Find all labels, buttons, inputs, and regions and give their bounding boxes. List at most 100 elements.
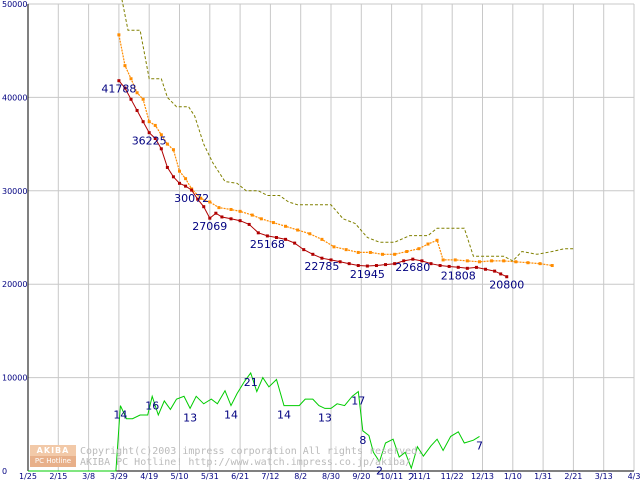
data-point xyxy=(271,221,275,225)
x-tick-label: 3/8 xyxy=(82,472,95,480)
count-data-label: 13 xyxy=(318,411,332,424)
data-point xyxy=(447,264,451,268)
count-data-label: 17 xyxy=(351,395,365,408)
data-point xyxy=(274,236,278,239)
data-point xyxy=(402,259,406,263)
data-point xyxy=(505,275,509,279)
data-point xyxy=(514,260,518,264)
count-data-label: 7 xyxy=(476,439,483,452)
data-point xyxy=(474,265,478,269)
data-point xyxy=(238,209,242,213)
y-tick-label: 30000 xyxy=(2,187,27,196)
data-point xyxy=(393,262,397,266)
data-point xyxy=(435,238,439,242)
data-point xyxy=(526,261,530,265)
data-point xyxy=(117,79,121,83)
count-data-label: 2 xyxy=(408,471,415,480)
y-tick-label: 0 xyxy=(2,467,7,476)
x-tick-label: 5/10 xyxy=(171,472,189,480)
y-tick-labels: 0 10000 20000 30000 40000 50000 xyxy=(2,0,27,476)
x-tick-label: 6/21 xyxy=(231,472,249,480)
x-tick-label: 4/19 xyxy=(140,472,158,480)
data-point xyxy=(293,241,297,245)
data-point xyxy=(429,262,433,266)
data-point xyxy=(493,269,497,273)
data-point xyxy=(347,262,351,266)
data-point xyxy=(153,136,157,140)
data-point xyxy=(123,86,127,90)
data-point xyxy=(329,258,333,262)
data-point xyxy=(147,131,151,135)
url-text: AKIBA PC Hotline! http://www.watch.impre… xyxy=(80,457,412,468)
akiba-logo-bottom: PC Hotline xyxy=(30,456,76,467)
x-tick-label: 8/30 xyxy=(322,472,340,480)
price-data-label: 41788 xyxy=(101,83,136,96)
data-point xyxy=(141,97,145,101)
data-point xyxy=(250,213,254,217)
data-point xyxy=(374,264,378,268)
data-point xyxy=(453,258,457,262)
data-point xyxy=(171,148,175,152)
data-point xyxy=(368,250,372,254)
data-point xyxy=(332,245,336,249)
data-point xyxy=(538,262,542,266)
x-tick-label: 3/29 xyxy=(110,472,128,480)
data-point xyxy=(214,211,218,215)
data-point xyxy=(344,248,348,252)
data-point xyxy=(426,242,430,246)
price-data-label: 22785 xyxy=(304,260,339,273)
chart-grid xyxy=(27,3,635,472)
data-point xyxy=(135,108,139,112)
akiba-logo: AKIBA PC Hotline xyxy=(30,445,76,467)
data-point xyxy=(356,250,360,254)
data-point xyxy=(259,217,263,221)
data-point xyxy=(129,77,133,81)
data-point xyxy=(308,232,312,236)
axis-frame xyxy=(27,4,634,472)
x-tick-label: 1/10 xyxy=(504,472,522,480)
data-point xyxy=(165,142,169,146)
data-point xyxy=(499,272,503,276)
data-point xyxy=(477,260,481,264)
data-point xyxy=(141,120,145,124)
series-line-shop-count-scaled- xyxy=(28,371,480,472)
x-tick-label: 5/31 xyxy=(201,472,219,480)
data-point xyxy=(184,177,188,181)
count-data-label: 21 xyxy=(244,376,258,389)
data-point xyxy=(208,216,212,220)
data-point xyxy=(384,263,388,267)
data-point xyxy=(484,267,488,271)
data-point xyxy=(502,259,506,263)
price-data-label: 30072 xyxy=(174,192,209,205)
data-point xyxy=(417,247,421,251)
data-point xyxy=(320,237,324,241)
x-tick-label: 1/25 xyxy=(19,472,37,480)
data-point xyxy=(208,200,212,204)
x-tick-labels: 1/25 2/15 3/8 3/29 4/19 5/10 5/31 6/21 7/12 8/2 8/… xyxy=(19,472,640,480)
data-point xyxy=(178,181,181,185)
x-tick-label: 8/2 xyxy=(294,472,307,480)
labels-layer: 41788 36225 30072 27069 25168 22785 21945 22680… xyxy=(101,83,524,480)
data-point xyxy=(265,234,269,238)
series-line-max xyxy=(121,0,574,262)
data-point xyxy=(420,259,424,263)
y-tick-label: 10000 xyxy=(2,374,27,383)
data-point xyxy=(202,205,206,209)
points-layer xyxy=(117,33,554,279)
data-point xyxy=(196,197,200,201)
count-data-label: 16 xyxy=(145,399,159,412)
data-point xyxy=(320,256,324,260)
data-point xyxy=(438,264,442,268)
count-data-label: 14 xyxy=(277,409,291,422)
y-tick-label: 40000 xyxy=(2,93,27,102)
x-tick-label: 7/12 xyxy=(261,472,279,480)
data-point xyxy=(393,252,397,256)
data-point xyxy=(117,33,121,37)
data-point xyxy=(135,91,139,95)
x-tick-label: 11/1 xyxy=(413,472,431,480)
akiba-logo-top: AKIBA xyxy=(30,445,76,456)
series-line-average xyxy=(118,34,553,267)
data-point xyxy=(190,188,194,192)
data-point xyxy=(229,217,233,221)
